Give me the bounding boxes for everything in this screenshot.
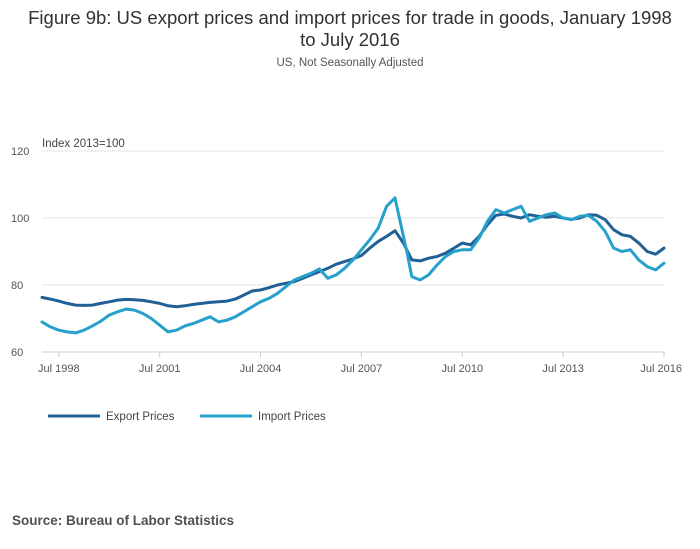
x-tick-label: Jul 2013 (542, 363, 584, 375)
legend: Export Prices Import Prices (48, 411, 326, 423)
source-note: Source: Bureau of Labor Statistics (12, 513, 235, 528)
x-tick-label: Jul 2010 (441, 363, 483, 375)
y-axis-ticks: 60 80 100 120 (11, 146, 29, 359)
y-tick-label: 60 (11, 347, 23, 359)
y-tick-label: 100 (11, 213, 29, 225)
x-axis: Jul 1998 Jul 2001 Jul 2004 Jul 2007 Jul 2010… (38, 352, 682, 375)
y-axis-unit-label: Index 2013=100 (42, 138, 125, 150)
legend-label-import-prices: Import Prices (258, 411, 326, 423)
x-tick-label: Jul 2001 (139, 363, 181, 375)
chart-subtitle: US, Not Seasonally Adjusted (276, 57, 424, 69)
x-tick-label: Jul 2016 (640, 363, 682, 375)
series-line-import-prices (40, 196, 666, 335)
legend-label-export-prices: Export Prices (106, 411, 175, 423)
series-lines (40, 196, 666, 335)
x-tick-label: Jul 2007 (341, 363, 383, 375)
x-tick-label: Jul 2004 (240, 363, 282, 375)
gridlines (42, 150, 664, 353)
x-tick-label: Jul 1998 (38, 363, 80, 375)
chart-title: Figure 9b: US export prices and import p… (28, 7, 672, 50)
y-tick-label: 80 (11, 280, 23, 292)
y-tick-label: 120 (11, 146, 29, 158)
